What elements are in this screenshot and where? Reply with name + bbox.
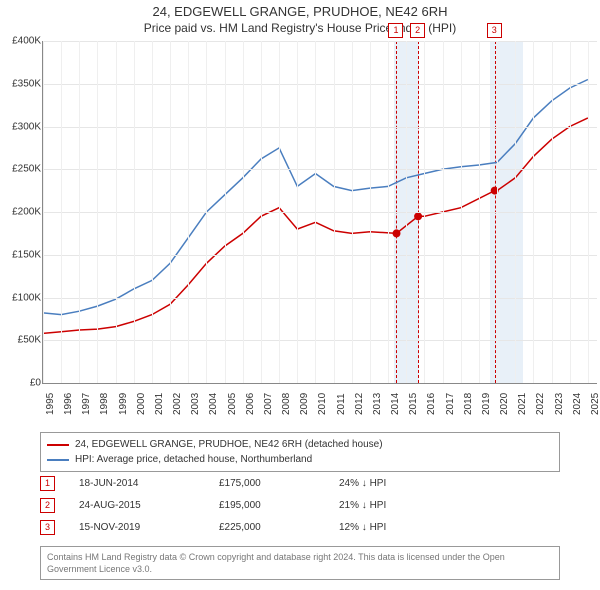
x-tick-label: 2002	[172, 393, 183, 415]
page: 24, EDGEWELL GRANGE, PRUDHOE, NE42 6RH P…	[0, 0, 600, 590]
table-row: 2 24-AUG-2015 £195,000 21% ↓ HPI	[40, 494, 560, 516]
sale-delta: 24% ↓ HPI	[339, 478, 459, 489]
x-tick-label: 2024	[572, 393, 583, 415]
sale-date: 24-AUG-2015	[79, 500, 219, 511]
chart: £0£50K£100K£150K£200K£250K£300K£350K£400…	[36, 41, 596, 421]
sale-delta: 21% ↓ HPI	[339, 500, 459, 511]
legend-swatch	[47, 444, 69, 446]
chart-marker-label: 1	[388, 23, 403, 38]
sale-marker-icon: 1	[40, 476, 55, 491]
legend: 24, EDGEWELL GRANGE, PRUDHOE, NE42 6RH (…	[40, 432, 560, 472]
x-tick-label: 1996	[63, 393, 74, 415]
y-tick-label: £0	[7, 378, 41, 389]
table-row: 3 15-NOV-2019 £225,000 12% ↓ HPI	[40, 516, 560, 538]
x-tick-label: 2020	[499, 393, 510, 415]
x-tick-label: 2007	[263, 393, 274, 415]
x-tick-label: 2023	[554, 393, 565, 415]
sale-date: 18-JUN-2014	[79, 478, 219, 489]
x-tick-label: 2011	[336, 393, 347, 415]
y-tick-label: £100K	[7, 292, 41, 303]
x-tick-label: 2001	[154, 393, 165, 415]
x-tick-label: 2018	[463, 393, 474, 415]
legend-label: HPI: Average price, detached house, Nort…	[75, 452, 312, 467]
sale-price: £175,000	[219, 478, 339, 489]
x-tick-label: 2009	[299, 393, 310, 415]
legend-item: 24, EDGEWELL GRANGE, PRUDHOE, NE42 6RH (…	[47, 437, 553, 452]
chart-subtitle: Price paid vs. HM Land Registry's House …	[0, 21, 600, 35]
y-tick-label: £400K	[7, 36, 41, 47]
x-tick-label: 2015	[408, 393, 419, 415]
sale-date: 15-NOV-2019	[79, 522, 219, 533]
x-tick-label: 2004	[208, 393, 219, 415]
legend-label: 24, EDGEWELL GRANGE, PRUDHOE, NE42 6RH (…	[75, 437, 383, 452]
attribution: Contains HM Land Registry data © Crown c…	[40, 546, 560, 580]
x-tick-label: 2017	[445, 393, 456, 415]
x-tick-label: 2005	[227, 393, 238, 415]
x-tick-label: 1995	[45, 393, 56, 415]
y-tick-label: £300K	[7, 121, 41, 132]
plot-area: £0£50K£100K£150K£200K£250K£300K£350K£400…	[42, 41, 597, 384]
y-tick-label: £250K	[7, 164, 41, 175]
x-tick-label: 2012	[354, 393, 365, 415]
chart-marker-label: 3	[487, 23, 502, 38]
sale-marker-icon: 2	[40, 498, 55, 513]
legend-item: HPI: Average price, detached house, Nort…	[47, 452, 553, 467]
x-tick-label: 2022	[535, 393, 546, 415]
sale-price: £195,000	[219, 500, 339, 511]
x-tick-label: 2016	[426, 393, 437, 415]
x-tick-label: 2008	[281, 393, 292, 415]
x-tick-label: 2021	[517, 393, 528, 415]
x-tick-label: 2006	[245, 393, 256, 415]
x-tick-label: 2014	[390, 393, 401, 415]
x-tick-label: 2025	[590, 393, 600, 415]
x-tick-label: 2019	[481, 393, 492, 415]
x-tick-label: 2000	[136, 393, 147, 415]
sales-table: 1 18-JUN-2014 £175,000 24% ↓ HPI 2 24-AU…	[40, 472, 560, 538]
y-tick-label: £350K	[7, 78, 41, 89]
chart-marker-label: 2	[410, 23, 425, 38]
x-tick-label: 1998	[99, 393, 110, 415]
x-tick-label: 2010	[317, 393, 328, 415]
x-tick-label: 1997	[81, 393, 92, 415]
table-row: 1 18-JUN-2014 £175,000 24% ↓ HPI	[40, 472, 560, 494]
sale-delta: 12% ↓ HPI	[339, 522, 459, 533]
chart-title-block: 24, EDGEWELL GRANGE, PRUDHOE, NE42 6RH P…	[0, 0, 600, 35]
x-tick-label: 1999	[118, 393, 129, 415]
x-tick-label: 2013	[372, 393, 383, 415]
sale-marker-icon: 3	[40, 520, 55, 535]
sale-price: £225,000	[219, 522, 339, 533]
x-tick-label: 2003	[190, 393, 201, 415]
legend-swatch	[47, 459, 69, 461]
y-tick-label: £200K	[7, 207, 41, 218]
y-tick-label: £150K	[7, 249, 41, 260]
chart-title: 24, EDGEWELL GRANGE, PRUDHOE, NE42 6RH	[0, 4, 600, 19]
y-tick-label: £50K	[7, 335, 41, 346]
